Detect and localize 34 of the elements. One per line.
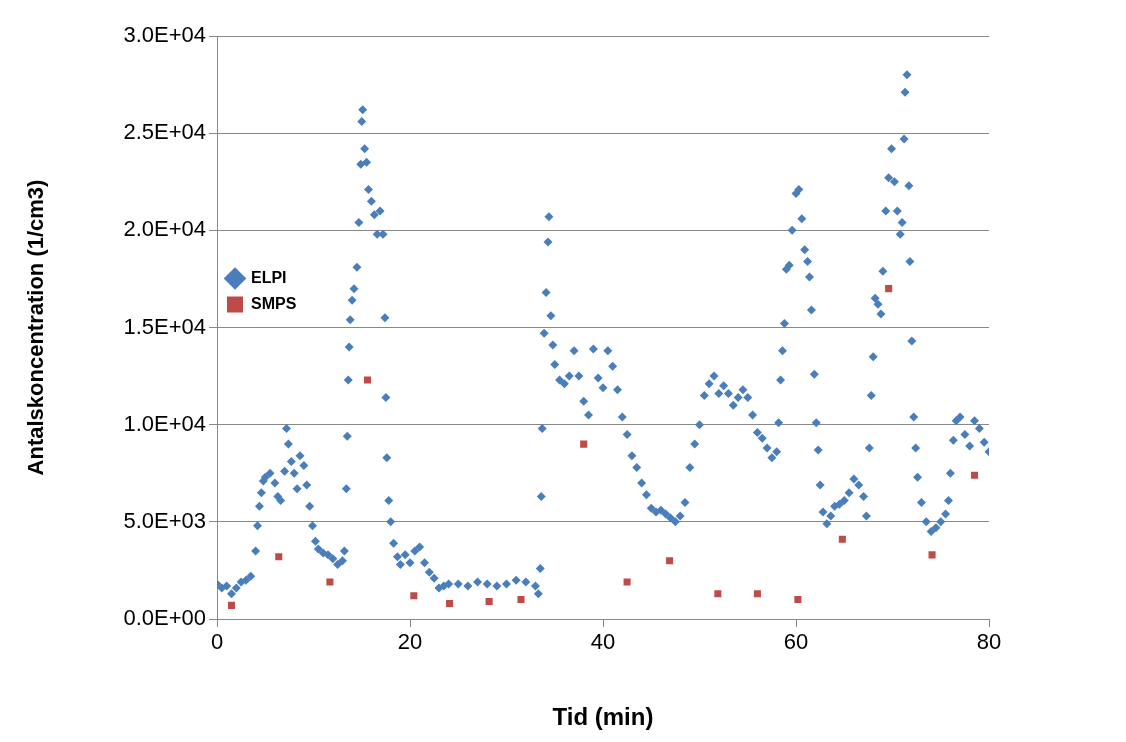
y-tick-label: 1.0E+04	[123, 410, 206, 436]
point	[410, 592, 418, 600]
point	[517, 596, 525, 604]
point	[580, 440, 588, 448]
y-axis-title: Antalskoncentration (1/cm3)	[23, 179, 49, 476]
y-tick-label: 1.5E+04	[123, 313, 206, 339]
point	[227, 601, 236, 609]
point	[714, 590, 722, 598]
legend-label: SMPS	[251, 294, 297, 312]
y-tick-label: 3.0E+04	[123, 22, 206, 48]
x-tick-label: 0	[210, 629, 224, 655]
point	[666, 557, 674, 565]
y-tick-label: 0.0E+00	[123, 605, 206, 631]
point	[794, 596, 802, 604]
x-tick-label: 60	[783, 629, 809, 655]
point	[970, 471, 979, 479]
x-tick-label: 40	[590, 629, 616, 655]
legend-label: ELPI	[251, 268, 287, 286]
point	[485, 597, 493, 606]
point	[623, 578, 631, 586]
point	[446, 599, 454, 607]
y-tick-label: 2.0E+04	[123, 216, 206, 242]
point	[364, 376, 372, 384]
x-axis-title: Tid (min)	[552, 703, 654, 731]
point	[326, 578, 334, 586]
point	[928, 551, 936, 559]
point	[885, 285, 893, 293]
x-tick-label: 80	[976, 629, 1002, 655]
point	[275, 553, 283, 561]
point	[838, 535, 846, 543]
x-tick-label: 20	[397, 629, 423, 655]
point	[753, 590, 761, 598]
y-tick-label: 2.5E+04	[123, 119, 206, 145]
y-tick-label: 5.0E+03	[123, 507, 206, 533]
